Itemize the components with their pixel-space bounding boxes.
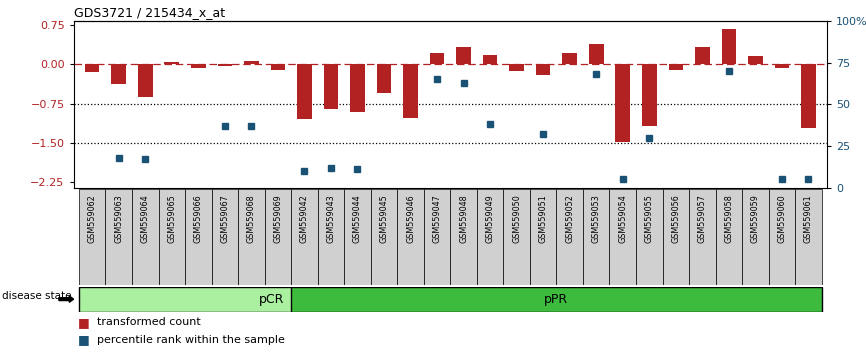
Bar bbox=[265, 189, 291, 285]
Bar bbox=[85, 64, 100, 72]
Text: GSM559056: GSM559056 bbox=[671, 194, 681, 243]
Bar bbox=[695, 47, 709, 64]
Text: GSM559064: GSM559064 bbox=[141, 194, 150, 243]
Text: GSM559046: GSM559046 bbox=[406, 194, 415, 243]
Text: GSM559065: GSM559065 bbox=[167, 194, 177, 243]
Bar bbox=[291, 189, 318, 285]
Text: pCR: pCR bbox=[259, 293, 284, 306]
Text: GSM559045: GSM559045 bbox=[379, 194, 389, 243]
Bar bbox=[616, 64, 630, 142]
Bar bbox=[583, 189, 610, 285]
Bar bbox=[662, 189, 689, 285]
Bar bbox=[291, 287, 822, 312]
Bar bbox=[397, 189, 423, 285]
Text: GSM559059: GSM559059 bbox=[751, 194, 759, 243]
Bar bbox=[270, 64, 285, 69]
Bar bbox=[642, 64, 656, 126]
Text: GSM559051: GSM559051 bbox=[539, 194, 547, 243]
Text: GSM559068: GSM559068 bbox=[247, 194, 255, 243]
Text: pPR: pPR bbox=[545, 293, 568, 306]
Bar bbox=[344, 189, 371, 285]
Bar bbox=[477, 189, 503, 285]
Bar bbox=[79, 287, 291, 312]
Bar bbox=[404, 64, 417, 118]
Text: GSM559050: GSM559050 bbox=[512, 194, 521, 243]
Bar bbox=[350, 64, 365, 112]
Bar bbox=[483, 55, 497, 64]
Text: GSM559052: GSM559052 bbox=[565, 194, 574, 243]
Bar bbox=[610, 189, 636, 285]
Bar bbox=[774, 64, 789, 68]
Text: GSM559060: GSM559060 bbox=[778, 194, 786, 243]
Bar bbox=[636, 189, 662, 285]
Text: GSM559048: GSM559048 bbox=[459, 194, 469, 243]
Bar bbox=[715, 189, 742, 285]
Text: GSM559063: GSM559063 bbox=[114, 194, 123, 243]
Bar bbox=[557, 189, 583, 285]
Bar bbox=[748, 56, 763, 64]
Bar bbox=[503, 189, 530, 285]
Bar bbox=[456, 47, 471, 64]
Text: GSM559044: GSM559044 bbox=[353, 194, 362, 243]
Bar bbox=[509, 64, 524, 71]
Text: GSM559049: GSM559049 bbox=[486, 194, 494, 243]
Text: ■: ■ bbox=[78, 316, 90, 329]
Bar bbox=[112, 64, 126, 84]
Bar bbox=[297, 64, 312, 119]
Bar bbox=[562, 53, 577, 64]
Bar bbox=[185, 189, 211, 285]
Text: GSM559066: GSM559066 bbox=[194, 194, 203, 243]
Text: GSM559042: GSM559042 bbox=[300, 194, 309, 243]
Bar bbox=[589, 44, 604, 64]
Bar bbox=[79, 189, 106, 285]
Text: GSM559061: GSM559061 bbox=[804, 194, 813, 243]
Text: percentile rank within the sample: percentile rank within the sample bbox=[97, 335, 285, 345]
Bar bbox=[158, 189, 185, 285]
Bar bbox=[318, 189, 344, 285]
Text: GSM559058: GSM559058 bbox=[724, 194, 734, 243]
Text: GSM559062: GSM559062 bbox=[87, 194, 97, 243]
Bar bbox=[801, 64, 816, 128]
Bar bbox=[106, 189, 132, 285]
Bar bbox=[244, 61, 259, 64]
Text: GSM559054: GSM559054 bbox=[618, 194, 627, 243]
Text: GSM559047: GSM559047 bbox=[432, 194, 442, 243]
Bar bbox=[324, 64, 339, 109]
Bar bbox=[191, 64, 205, 68]
Bar bbox=[536, 64, 551, 75]
Bar bbox=[165, 62, 179, 64]
Text: GSM559067: GSM559067 bbox=[220, 194, 229, 243]
Text: GSM559043: GSM559043 bbox=[326, 194, 335, 243]
Bar bbox=[138, 64, 152, 97]
Text: GSM559055: GSM559055 bbox=[645, 194, 654, 243]
Bar bbox=[211, 189, 238, 285]
Bar bbox=[795, 189, 822, 285]
Text: GDS3721 / 215434_x_at: GDS3721 / 215434_x_at bbox=[74, 6, 225, 19]
Text: disease state: disease state bbox=[2, 291, 71, 301]
Bar bbox=[238, 189, 265, 285]
Text: ■: ■ bbox=[78, 333, 90, 346]
Bar bbox=[721, 29, 736, 64]
Bar bbox=[430, 53, 444, 64]
Bar bbox=[669, 64, 683, 69]
Bar bbox=[377, 64, 391, 93]
Bar bbox=[217, 64, 232, 67]
Text: GSM559069: GSM559069 bbox=[274, 194, 282, 243]
Bar bbox=[530, 189, 557, 285]
Bar bbox=[689, 189, 715, 285]
Bar bbox=[132, 189, 158, 285]
Bar bbox=[769, 189, 795, 285]
Bar bbox=[371, 189, 397, 285]
Text: transformed count: transformed count bbox=[97, 317, 201, 327]
Bar bbox=[423, 189, 450, 285]
Bar bbox=[450, 189, 477, 285]
Text: GSM559057: GSM559057 bbox=[698, 194, 707, 243]
Bar bbox=[742, 189, 769, 285]
Text: GSM559053: GSM559053 bbox=[591, 194, 601, 243]
